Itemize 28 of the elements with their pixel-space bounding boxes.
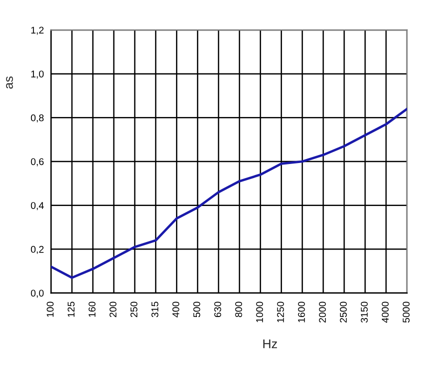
x-tick-label: 200 — [110, 302, 116, 318]
y-tick-label: 0,8 — [30, 114, 44, 122]
x-tick-label: 100 — [46, 302, 54, 317]
x-tick-label: 400 — [172, 302, 180, 318]
x-tick-label: 315 — [151, 302, 158, 318]
x-axis-title: Hz — [263, 339, 277, 348]
x-tick-label: 250 — [130, 302, 138, 318]
x-tick-label: 1250 — [277, 302, 284, 322]
y-tick-label: 0,4 — [30, 202, 44, 210]
x-tick-label: 1600 — [298, 302, 305, 322]
x-tick-label: 2500 — [340, 302, 347, 322]
y-tick-label: 0,6 — [30, 158, 44, 166]
y-axis-title: as — [6, 76, 13, 89]
x-tick-label: 3150 — [360, 302, 368, 323]
line-series — [51, 108, 407, 279]
y-tick-label: 1,0 — [31, 70, 44, 79]
y-tick-label: 0,0 — [30, 290, 44, 298]
x-tick-label: 160 — [88, 302, 96, 317]
y-tick-label: 0,2 — [30, 246, 44, 254]
x-tick-label: 630 — [214, 302, 222, 318]
x-tick-label: 5000 — [402, 302, 410, 323]
x-tick-label: 4000 — [382, 302, 389, 323]
x-tick-label: 2000 — [318, 302, 326, 322]
x-tick-label: 800 — [235, 302, 242, 318]
x-tick-label: 125 — [68, 302, 75, 317]
x-tick-label: 1000 — [256, 302, 264, 322]
x-tick-label: 500 — [193, 302, 200, 318]
y-tick-label: 1,2 — [31, 26, 44, 35]
